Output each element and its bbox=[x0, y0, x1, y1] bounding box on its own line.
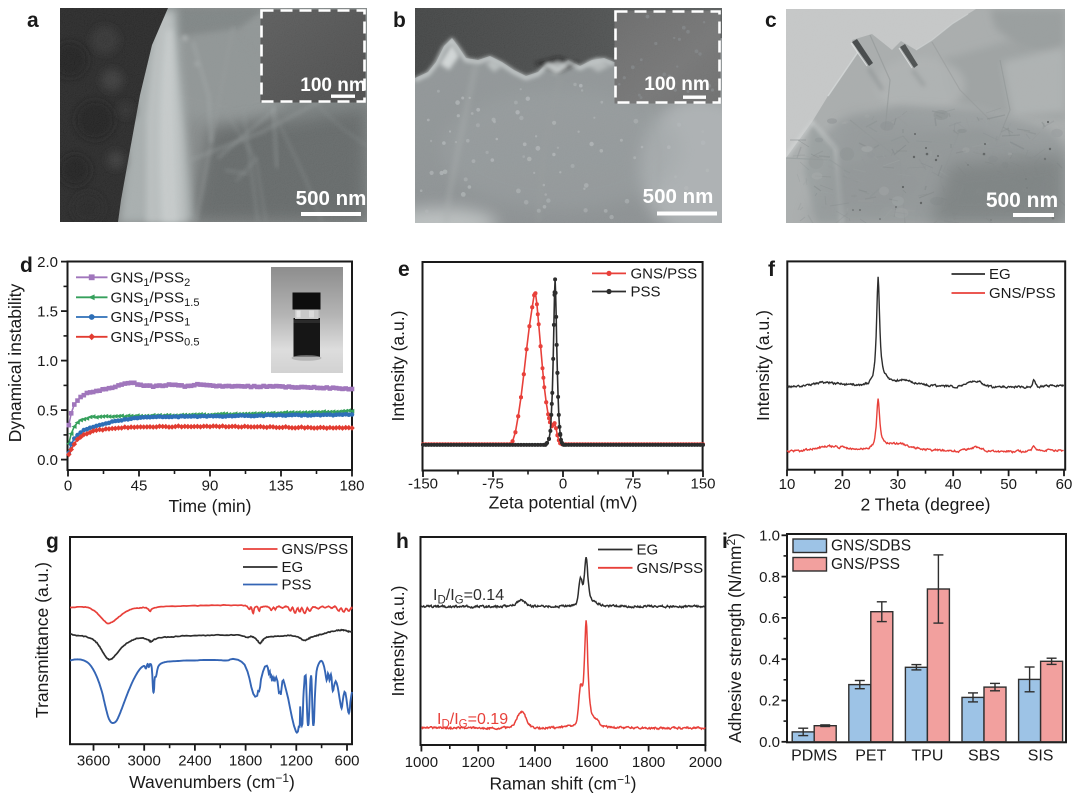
svg-text:0.5: 0.5 bbox=[37, 402, 58, 419]
svg-text:Time (min): Time (min) bbox=[169, 496, 252, 516]
svg-text:10: 10 bbox=[779, 476, 796, 493]
svg-text:45: 45 bbox=[131, 478, 148, 495]
svg-text:SIS: SIS bbox=[1028, 748, 1054, 765]
svg-text:2 Theta (degree): 2 Theta (degree) bbox=[860, 495, 990, 515]
svg-text:TPU: TPU bbox=[911, 748, 943, 765]
svg-text:135: 135 bbox=[268, 478, 293, 495]
svg-text:PSS: PSS bbox=[631, 284, 661, 301]
svg-text:1800: 1800 bbox=[229, 753, 262, 770]
svg-text:g: g bbox=[46, 530, 59, 553]
svg-text:PET: PET bbox=[855, 748, 886, 765]
svg-text:GNS1/PSS1.5: GNS1/PSS1.5 bbox=[111, 290, 200, 310]
svg-text:0: 0 bbox=[64, 478, 72, 495]
svg-text:c: c bbox=[765, 9, 777, 32]
svg-text:1400: 1400 bbox=[518, 754, 551, 771]
svg-text:1600: 1600 bbox=[575, 754, 608, 771]
svg-text:EG: EG bbox=[637, 542, 659, 559]
svg-text:d: d bbox=[20, 254, 33, 277]
svg-text:90: 90 bbox=[202, 478, 219, 495]
svg-text:0.0: 0.0 bbox=[759, 734, 780, 751]
svg-text:100 nm: 100 nm bbox=[300, 75, 365, 96]
svg-text:Intensity (a.u.): Intensity (a.u.) bbox=[388, 586, 408, 697]
svg-text:h: h bbox=[396, 530, 409, 553]
svg-text:500 nm: 500 nm bbox=[296, 187, 367, 210]
svg-text:GNS/PSS: GNS/PSS bbox=[282, 541, 349, 558]
svg-text:GNS/PSS: GNS/PSS bbox=[631, 266, 698, 283]
svg-text:2.0: 2.0 bbox=[37, 254, 58, 271]
svg-text:GNS/PSS: GNS/PSS bbox=[831, 556, 900, 573]
svg-text:500 nm: 500 nm bbox=[643, 185, 714, 208]
svg-text:1200: 1200 bbox=[462, 754, 495, 771]
svg-text:0.8: 0.8 bbox=[759, 569, 780, 586]
svg-text:0.6: 0.6 bbox=[759, 610, 780, 627]
svg-text:Adhesive strength (N/mm2): Adhesive strength (N/mm2) bbox=[724, 533, 745, 743]
svg-text:PSS: PSS bbox=[282, 577, 312, 594]
svg-text:600: 600 bbox=[334, 753, 359, 770]
svg-text:2400: 2400 bbox=[178, 753, 211, 770]
svg-text:Transmittance (a.u.): Transmittance (a.u.) bbox=[32, 562, 52, 718]
svg-text:Dynamical instability: Dynamical instability bbox=[5, 283, 25, 442]
svg-text:3000: 3000 bbox=[128, 753, 161, 770]
svg-text:Zeta potential (mV): Zeta potential (mV) bbox=[489, 493, 638, 513]
svg-text:Intensity (a.u.): Intensity (a.u.) bbox=[753, 310, 773, 421]
svg-text:GNS/SDBS: GNS/SDBS bbox=[831, 538, 911, 555]
svg-text:0.2: 0.2 bbox=[759, 693, 780, 710]
svg-text:-75: -75 bbox=[482, 476, 504, 493]
svg-text:3600: 3600 bbox=[77, 753, 110, 770]
svg-text:GNS1/PSS1: GNS1/PSS1 bbox=[111, 309, 191, 329]
svg-text:2000: 2000 bbox=[689, 754, 722, 771]
svg-text:150: 150 bbox=[690, 476, 715, 493]
svg-text:1800: 1800 bbox=[632, 754, 665, 771]
svg-text:1200: 1200 bbox=[280, 753, 313, 770]
svg-text:ID/IG=0.19: ID/IG=0.19 bbox=[437, 711, 508, 731]
svg-text:EG: EG bbox=[282, 559, 304, 576]
svg-text:50: 50 bbox=[1000, 476, 1017, 493]
svg-text:40: 40 bbox=[945, 476, 962, 493]
svg-text:1.5: 1.5 bbox=[37, 303, 58, 320]
svg-text:GNS1/PSS0.5: GNS1/PSS0.5 bbox=[111, 329, 200, 349]
svg-text:e: e bbox=[398, 258, 410, 281]
svg-text:SBS: SBS bbox=[968, 748, 1000, 765]
svg-text:i: i bbox=[722, 530, 728, 553]
svg-text:a: a bbox=[27, 9, 39, 32]
svg-text:Intensity (a.u.): Intensity (a.u.) bbox=[388, 311, 408, 422]
svg-text:20: 20 bbox=[834, 476, 851, 493]
svg-text:0: 0 bbox=[559, 476, 567, 493]
svg-text:0.0: 0.0 bbox=[37, 452, 58, 469]
svg-text:75: 75 bbox=[625, 476, 642, 493]
svg-text:PDMS: PDMS bbox=[791, 748, 837, 765]
svg-text:-150: -150 bbox=[408, 476, 438, 493]
svg-text:1.0: 1.0 bbox=[759, 528, 780, 545]
svg-text:500 nm: 500 nm bbox=[986, 189, 1058, 212]
svg-text:0.4: 0.4 bbox=[759, 651, 780, 668]
svg-text:GNS/PSS: GNS/PSS bbox=[989, 285, 1056, 302]
svg-text:1.0: 1.0 bbox=[37, 353, 58, 370]
svg-text:100 nm: 100 nm bbox=[644, 74, 709, 95]
svg-text:f: f bbox=[768, 258, 776, 281]
svg-text:ID/IG=0.14: ID/IG=0.14 bbox=[433, 587, 504, 607]
svg-text:Raman shift (cm−1): Raman shift (cm−1) bbox=[490, 773, 637, 794]
svg-text:180: 180 bbox=[339, 478, 364, 495]
svg-text:60: 60 bbox=[1056, 476, 1073, 493]
svg-text:GNS/PSS: GNS/PSS bbox=[637, 560, 704, 577]
svg-text:b: b bbox=[393, 9, 406, 32]
svg-text:GNS1/PSS2: GNS1/PSS2 bbox=[111, 270, 191, 290]
svg-text:30: 30 bbox=[889, 476, 906, 493]
svg-text:1000: 1000 bbox=[405, 754, 438, 771]
svg-text:EG: EG bbox=[989, 266, 1011, 283]
svg-text:Wavenumbers (cm−1): Wavenumbers (cm−1) bbox=[129, 771, 295, 792]
